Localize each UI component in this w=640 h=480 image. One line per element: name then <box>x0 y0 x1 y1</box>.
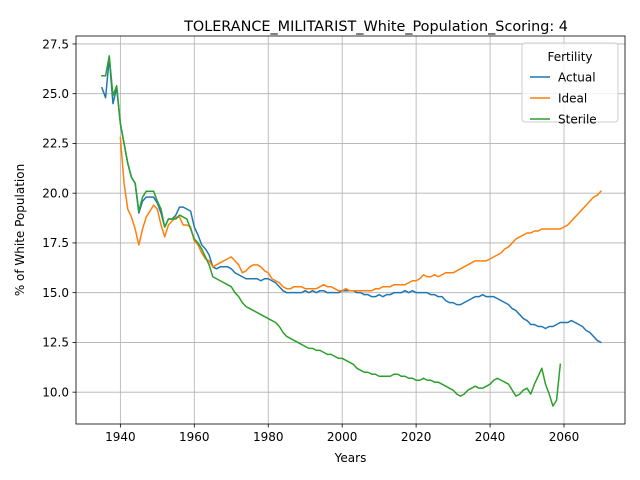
y-tick-label: 10.0 <box>42 385 69 399</box>
y-tick-label: 20.0 <box>42 186 69 200</box>
series-line-ideal <box>119 136 603 292</box>
x-axis-label: Years <box>334 451 367 465</box>
legend-box <box>521 42 619 123</box>
x-tick-label: 1980 <box>253 430 284 444</box>
y-tick-label: 22.5 <box>42 137 69 151</box>
legend-label-sterile: Sterile <box>558 112 597 126</box>
plot-area-frame <box>75 35 626 425</box>
x-tick-label: 2060 <box>549 430 580 444</box>
y-axis-ticks: 10.0 12.5 15.0 17.5 20.0 22.5 25.0 27.5 <box>42 37 76 399</box>
y-tick-label: 15.0 <box>42 286 69 300</box>
x-tick-label: 2020 <box>401 430 432 444</box>
series-line-sterile <box>101 55 562 407</box>
chart-title: TOLERANCE_MILITARIST_White_Population_Sc… <box>183 19 568 35</box>
grid <box>76 36 625 424</box>
y-tick-label: 17.5 <box>42 236 69 250</box>
y-tick-label: 12.5 <box>42 336 69 350</box>
x-tick-label: 1960 <box>179 430 210 444</box>
y-tick-label: 25.0 <box>42 87 69 101</box>
x-tick-label: 1940 <box>105 430 136 444</box>
legend-title: Fertility <box>547 50 592 64</box>
x-axis-ticks: 1940 1960 1980 2000 2020 2040 2060 <box>105 424 579 444</box>
x-tick-label: 2040 <box>475 430 506 444</box>
legend-label-actual: Actual <box>558 70 596 84</box>
series-lines <box>100 55 603 407</box>
legend: Fertility Actual Ideal Sterile <box>521 42 619 126</box>
y-tick-label: 27.5 <box>42 37 69 51</box>
x-tick-label: 2000 <box>327 430 358 444</box>
y-axis-label: % of White Population <box>13 164 27 296</box>
legend-entries: Actual Ideal Sterile <box>530 70 597 126</box>
legend-label-ideal: Ideal <box>558 91 587 105</box>
